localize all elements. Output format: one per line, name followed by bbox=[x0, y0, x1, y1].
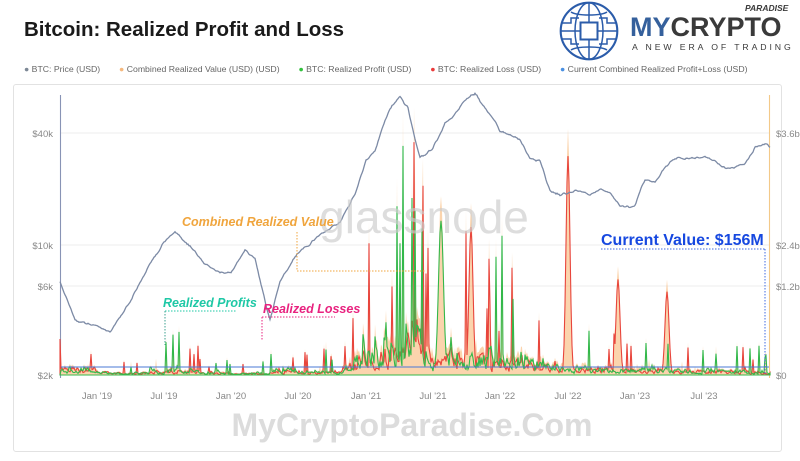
svg-text:Jan '23: Jan '23 bbox=[620, 391, 650, 402]
svg-text:Jul '22: Jul '22 bbox=[554, 391, 581, 402]
svg-text:$0: $0 bbox=[776, 371, 787, 382]
svg-text:Jan '21: Jan '21 bbox=[351, 391, 381, 402]
svg-text:Jan '22: Jan '22 bbox=[485, 391, 515, 402]
svg-text:MyCryptoParadise.Com: MyCryptoParadise.Com bbox=[232, 407, 593, 443]
svg-text:Realized Losses: Realized Losses bbox=[263, 302, 360, 316]
svg-text:$2.4b: $2.4b bbox=[776, 241, 800, 252]
svg-text:Jul '20: Jul '20 bbox=[284, 391, 311, 402]
svg-text:Jan '20: Jan '20 bbox=[216, 391, 246, 402]
svg-text:Jul '19: Jul '19 bbox=[150, 391, 177, 402]
svg-text:Realized Profits: Realized Profits bbox=[163, 296, 257, 310]
svg-text:$3.6b: $3.6b bbox=[776, 129, 800, 140]
svg-text:$40k: $40k bbox=[32, 129, 53, 140]
svg-text:Jan '19: Jan '19 bbox=[82, 391, 112, 402]
svg-text:$10k: $10k bbox=[32, 241, 53, 252]
svg-text:Jul '23: Jul '23 bbox=[690, 391, 717, 402]
svg-text:$1.2b: $1.2b bbox=[776, 282, 800, 293]
svg-text:Current Value: $156M: Current Value: $156M bbox=[601, 232, 764, 249]
svg-text:Combined Realized Value: Combined Realized Value bbox=[182, 215, 334, 229]
svg-text:$6k: $6k bbox=[38, 282, 54, 293]
svg-text:Jul '21: Jul '21 bbox=[419, 391, 446, 402]
svg-text:$2k: $2k bbox=[38, 371, 54, 382]
svg-text:glassnode: glassnode bbox=[319, 191, 529, 243]
